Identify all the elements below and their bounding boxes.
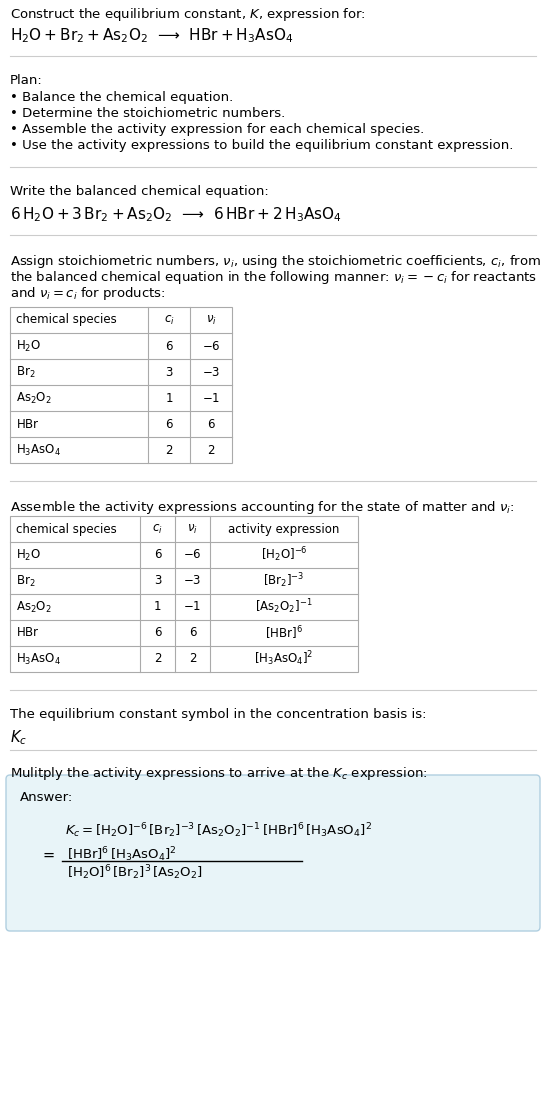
- Text: $\mathrm{H_2O}$: $\mathrm{H_2O}$: [16, 338, 41, 354]
- Text: 6: 6: [207, 417, 215, 431]
- Text: The equilibrium constant symbol in the concentration basis is:: The equilibrium constant symbol in the c…: [10, 708, 426, 721]
- Text: $-3$: $-3$: [202, 366, 220, 378]
- Text: $[\mathrm{HBr}]^{6}\,[\mathrm{H_3AsO_4}]^{2}$: $[\mathrm{HBr}]^{6}\,[\mathrm{H_3AsO_4}]…: [67, 845, 177, 864]
- Text: $c_i$: $c_i$: [152, 522, 163, 536]
- Text: $\mathrm{H_2O + Br_2 + As_2O_2}$  ⟶  $\mathrm{HBr + H_3AsO_4}$: $\mathrm{H_2O + Br_2 + As_2O_2}$ ⟶ $\mat…: [10, 26, 293, 45]
- Text: $\mathrm{H_3AsO_4}$: $\mathrm{H_3AsO_4}$: [16, 652, 61, 666]
- Text: $[\mathrm{H_3AsO_4}]^{2}$: $[\mathrm{H_3AsO_4}]^{2}$: [254, 650, 314, 668]
- Text: $-1$: $-1$: [202, 392, 220, 404]
- Text: Answer:: Answer:: [20, 791, 73, 804]
- Bar: [10, 307, 232, 463]
- Text: $[\mathrm{Br_2}]^{-3}$: $[\mathrm{Br_2}]^{-3}$: [263, 571, 305, 590]
- Text: 6: 6: [165, 339, 173, 353]
- Text: Assemble the activity expressions accounting for the state of matter and $\nu_i$: Assemble the activity expressions accoun…: [10, 499, 515, 516]
- Text: $[\mathrm{As_2O_2}]^{-1}$: $[\mathrm{As_2O_2}]^{-1}$: [256, 598, 313, 616]
- Text: chemical species: chemical species: [16, 314, 117, 327]
- Text: 6: 6: [189, 626, 196, 639]
- Text: 2: 2: [154, 653, 161, 665]
- Text: $\mathrm{H_2O}$: $\mathrm{H_2O}$: [16, 548, 41, 562]
- Text: $\mathrm{HBr}$: $\mathrm{HBr}$: [16, 626, 40, 639]
- Text: $\nu_i$: $\nu_i$: [206, 314, 216, 327]
- Text: 1: 1: [165, 392, 173, 404]
- Text: • Balance the chemical equation.: • Balance the chemical equation.: [10, 92, 233, 104]
- Text: 2: 2: [165, 443, 173, 456]
- Text: 3: 3: [154, 575, 161, 587]
- Text: $=$: $=$: [40, 847, 56, 862]
- Text: $\mathrm{HBr}$: $\mathrm{HBr}$: [16, 417, 40, 431]
- Text: $-3$: $-3$: [183, 575, 201, 587]
- Text: $\mathrm{Br_2}$: $\mathrm{Br_2}$: [16, 365, 35, 379]
- FancyBboxPatch shape: [6, 775, 540, 931]
- Text: 1: 1: [154, 600, 161, 614]
- Text: 6: 6: [154, 548, 161, 561]
- Text: $c_i$: $c_i$: [164, 314, 174, 327]
- Text: Plan:: Plan:: [10, 74, 43, 87]
- Text: $\mathrm{Br_2}$: $\mathrm{Br_2}$: [16, 574, 35, 588]
- Text: $\mathrm{As_2O_2}$: $\mathrm{As_2O_2}$: [16, 599, 52, 615]
- Text: $-1$: $-1$: [183, 600, 201, 614]
- Text: Write the balanced chemical equation:: Write the balanced chemical equation:: [10, 185, 269, 198]
- Text: 3: 3: [165, 366, 173, 378]
- Text: $-6$: $-6$: [183, 548, 202, 561]
- Text: the balanced chemical equation in the following manner: $\nu_i = -c_i$ for react: the balanced chemical equation in the fo…: [10, 269, 537, 286]
- Text: 2: 2: [189, 653, 196, 665]
- Text: $[\mathrm{H_2O}]^{6}\,[\mathrm{Br_2}]^{3}\,[\mathrm{As_2O_2}]$: $[\mathrm{H_2O}]^{6}\,[\mathrm{Br_2}]^{3…: [67, 863, 203, 882]
- Text: 6: 6: [165, 417, 173, 431]
- Text: $\mathrm{As_2O_2}$: $\mathrm{As_2O_2}$: [16, 391, 52, 405]
- Text: $-6$: $-6$: [201, 339, 220, 353]
- Text: activity expression: activity expression: [228, 522, 340, 536]
- Text: Mulitply the activity expressions to arrive at the $K_c$ expression:: Mulitply the activity expressions to arr…: [10, 764, 428, 782]
- Text: • Determine the stoichiometric numbers.: • Determine the stoichiometric numbers.: [10, 107, 285, 121]
- Text: $\nu_i$: $\nu_i$: [187, 522, 198, 536]
- Text: • Use the activity expressions to build the equilibrium constant expression.: • Use the activity expressions to build …: [10, 140, 513, 152]
- Text: $\mathrm{6\,H_2O + 3\,Br_2 + As_2O_2}$  ⟶  $\mathrm{6\,HBr + 2\,H_3AsO_4}$: $\mathrm{6\,H_2O + 3\,Br_2 + As_2O_2}$ ⟶…: [10, 205, 342, 223]
- Text: chemical species: chemical species: [16, 522, 117, 536]
- Text: 2: 2: [207, 443, 215, 456]
- Bar: [10, 516, 358, 672]
- Text: Assign stoichiometric numbers, $\nu_i$, using the stoichiometric coefficients, $: Assign stoichiometric numbers, $\nu_i$, …: [10, 253, 541, 270]
- Text: 6: 6: [154, 626, 161, 639]
- Text: • Assemble the activity expression for each chemical species.: • Assemble the activity expression for e…: [10, 123, 424, 136]
- Text: Construct the equilibrium constant, $K$, expression for:: Construct the equilibrium constant, $K$,…: [10, 6, 366, 23]
- Text: $[\mathrm{H_2O}]^{-6}$: $[\mathrm{H_2O}]^{-6}$: [260, 546, 307, 565]
- Text: $\mathrm{H_3AsO_4}$: $\mathrm{H_3AsO_4}$: [16, 442, 61, 458]
- Text: and $\nu_i = c_i$ for products:: and $\nu_i = c_i$ for products:: [10, 285, 165, 302]
- Text: $[\mathrm{HBr}]^{6}$: $[\mathrm{HBr}]^{6}$: [265, 624, 303, 642]
- Text: $K_c$: $K_c$: [10, 728, 27, 747]
- Text: $K_c = [\mathrm{H_2O}]^{-6}\,[\mathrm{Br_2}]^{-3}\,[\mathrm{As_2O_2}]^{-1}\,[\ma: $K_c = [\mathrm{H_2O}]^{-6}\,[\mathrm{Br…: [65, 821, 372, 839]
